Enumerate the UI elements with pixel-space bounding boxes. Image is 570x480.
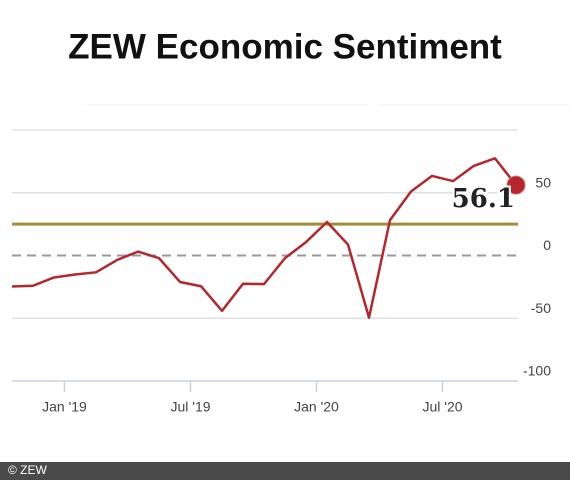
- footer-text: © ZEW: [8, 463, 48, 477]
- last-point: [506, 175, 526, 195]
- y-tick-label: 50: [535, 174, 551, 190]
- x-tick-label: Jul '20: [422, 399, 462, 415]
- y-tick-label: 0: [543, 237, 551, 253]
- x-tick-label: Jul '19: [170, 399, 210, 415]
- line: [11, 157, 517, 319]
- chart-title: ZEW Economic Sentiment: [68, 27, 502, 66]
- last-value-label: 56.1: [452, 184, 515, 214]
- x-tick-label: Jan '19: [42, 399, 87, 415]
- footer-bar: [0, 462, 570, 480]
- y-tick-label: -50: [531, 300, 551, 316]
- y-tick-label: -100: [523, 363, 551, 379]
- x-tick-label: Jan '20: [294, 399, 339, 415]
